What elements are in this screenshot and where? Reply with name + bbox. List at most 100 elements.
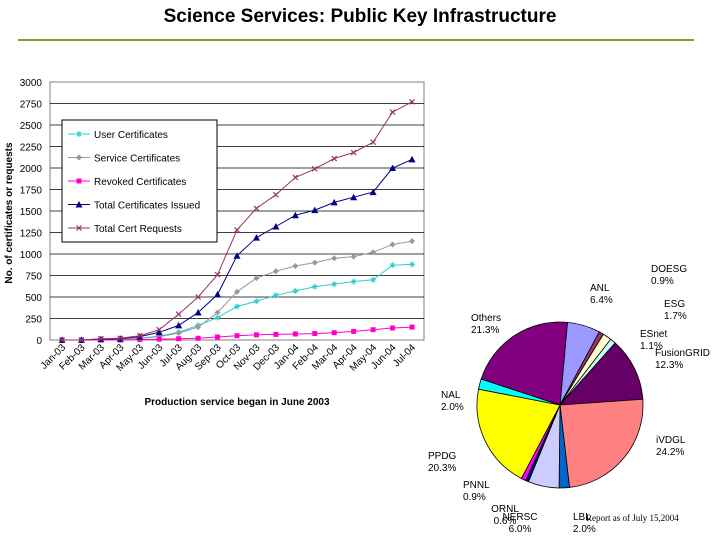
data-point (195, 335, 201, 341)
series-total-cert-requests (59, 98, 415, 343)
data-point (253, 205, 260, 212)
data-point (234, 288, 240, 295)
y-tick-label: 2750 (20, 100, 43, 111)
data-point (350, 253, 357, 260)
pie-label-fusiongrid: FusionGRID (655, 348, 710, 359)
pie-label-pnnl: PNNL (463, 480, 490, 491)
data-point (214, 290, 222, 298)
data-point (292, 287, 299, 294)
data-point (155, 328, 163, 336)
data-point (350, 278, 357, 285)
data-point (234, 333, 240, 339)
data-point (175, 311, 182, 318)
data-point (311, 283, 318, 290)
data-point (409, 324, 415, 330)
data-point (214, 271, 221, 278)
data-point (253, 298, 260, 305)
data-point (76, 131, 82, 137)
y-tick-label: 2000 (20, 164, 43, 175)
legend-label: Total Certificates Issued (94, 201, 200, 212)
data-point (176, 336, 182, 342)
data-point (370, 249, 377, 256)
y-tick-label: 1250 (20, 229, 43, 240)
data-point (292, 174, 299, 181)
data-point (195, 294, 202, 300)
pie-value-ivdgl: 24.2% (656, 447, 684, 458)
legend-item: Total Certificates Issued (68, 201, 200, 212)
pie-slice-ivdgl (559, 398, 644, 488)
data-point (330, 198, 338, 206)
legend-item: User Certificates (68, 130, 168, 141)
data-point (331, 330, 337, 336)
data-point (253, 332, 259, 338)
legend-label: Revoked Certificates (94, 177, 186, 188)
data-point (137, 337, 143, 343)
y-tick-label: 3000 (20, 78, 43, 89)
pie-label-esg: ESG (664, 299, 685, 310)
pie-label-ivdgl: iVDGL (656, 435, 686, 446)
data-point (76, 178, 82, 184)
data-point (370, 139, 377, 146)
x-axis-label: Production service began in June 2003 (144, 397, 330, 408)
data-point (156, 336, 162, 342)
y-axis-label: No. of certificates or requests (4, 142, 15, 284)
pie-value-esg: 1.7% (664, 311, 687, 322)
legend-label: Total Cert Requests (94, 224, 182, 235)
data-point (214, 309, 221, 316)
data-point (156, 326, 163, 333)
pie-value-others: 21.3% (471, 325, 499, 336)
data-point (409, 261, 415, 268)
data-point (273, 331, 279, 337)
data-point (389, 241, 396, 248)
y-tick-label: 1000 (20, 250, 43, 261)
data-point (292, 331, 298, 337)
legend-item: Total Cert Requests (68, 224, 182, 235)
report-date-footnote: Report as of July 15,2004 (586, 513, 679, 523)
data-point (370, 327, 376, 333)
data-point (389, 109, 396, 116)
y-tick-label: 250 (25, 315, 42, 326)
pie-value-esnet: 1.1% (640, 341, 663, 352)
data-point (234, 226, 240, 233)
pie-slice-ppdg (476, 388, 561, 480)
data-point (370, 276, 377, 283)
data-point (214, 314, 221, 321)
data-point (311, 206, 319, 214)
legend: User Certificates Service Certificates Rev… (61, 119, 218, 243)
data-point (312, 331, 318, 337)
data-point (194, 308, 202, 316)
data-point (331, 255, 338, 262)
legend-item: Revoked Certificates (68, 177, 186, 188)
data-point (331, 281, 338, 288)
data-point (76, 225, 82, 231)
pie-label-esnet: ESnet (640, 329, 667, 340)
pie-value-nersc: 6.0% (509, 524, 532, 535)
y-tick-label: 1500 (20, 207, 43, 218)
legend-label: Service Certificates (94, 154, 180, 165)
data-point (409, 238, 415, 245)
data-point (195, 324, 202, 331)
pie-label-doesg: DOESG (651, 264, 687, 275)
y-tick-label: 2250 (20, 143, 43, 154)
pie-value-ornl: 0.6% (494, 516, 517, 527)
data-point (117, 335, 124, 342)
data-point (59, 337, 65, 343)
pie-label-lbl: LBL (573, 512, 591, 523)
data-point (390, 325, 396, 331)
data-point (252, 234, 260, 241)
data-point (272, 292, 279, 299)
y-tick-label: 500 (25, 293, 42, 304)
y-tick-label: 1750 (20, 186, 43, 197)
legend-item: Service Certificates (68, 154, 180, 165)
data-point (389, 164, 397, 171)
data-point (408, 155, 416, 163)
data-point (136, 332, 143, 339)
data-point (234, 303, 240, 310)
legend-label: User Certificates (94, 130, 168, 141)
data-point (175, 321, 183, 329)
slide-title: Science Services: Public Key Infrastruct… (163, 6, 557, 27)
data-point (97, 335, 104, 342)
data-point (78, 337, 85, 343)
title-divider (18, 39, 694, 41)
data-point (331, 155, 338, 162)
